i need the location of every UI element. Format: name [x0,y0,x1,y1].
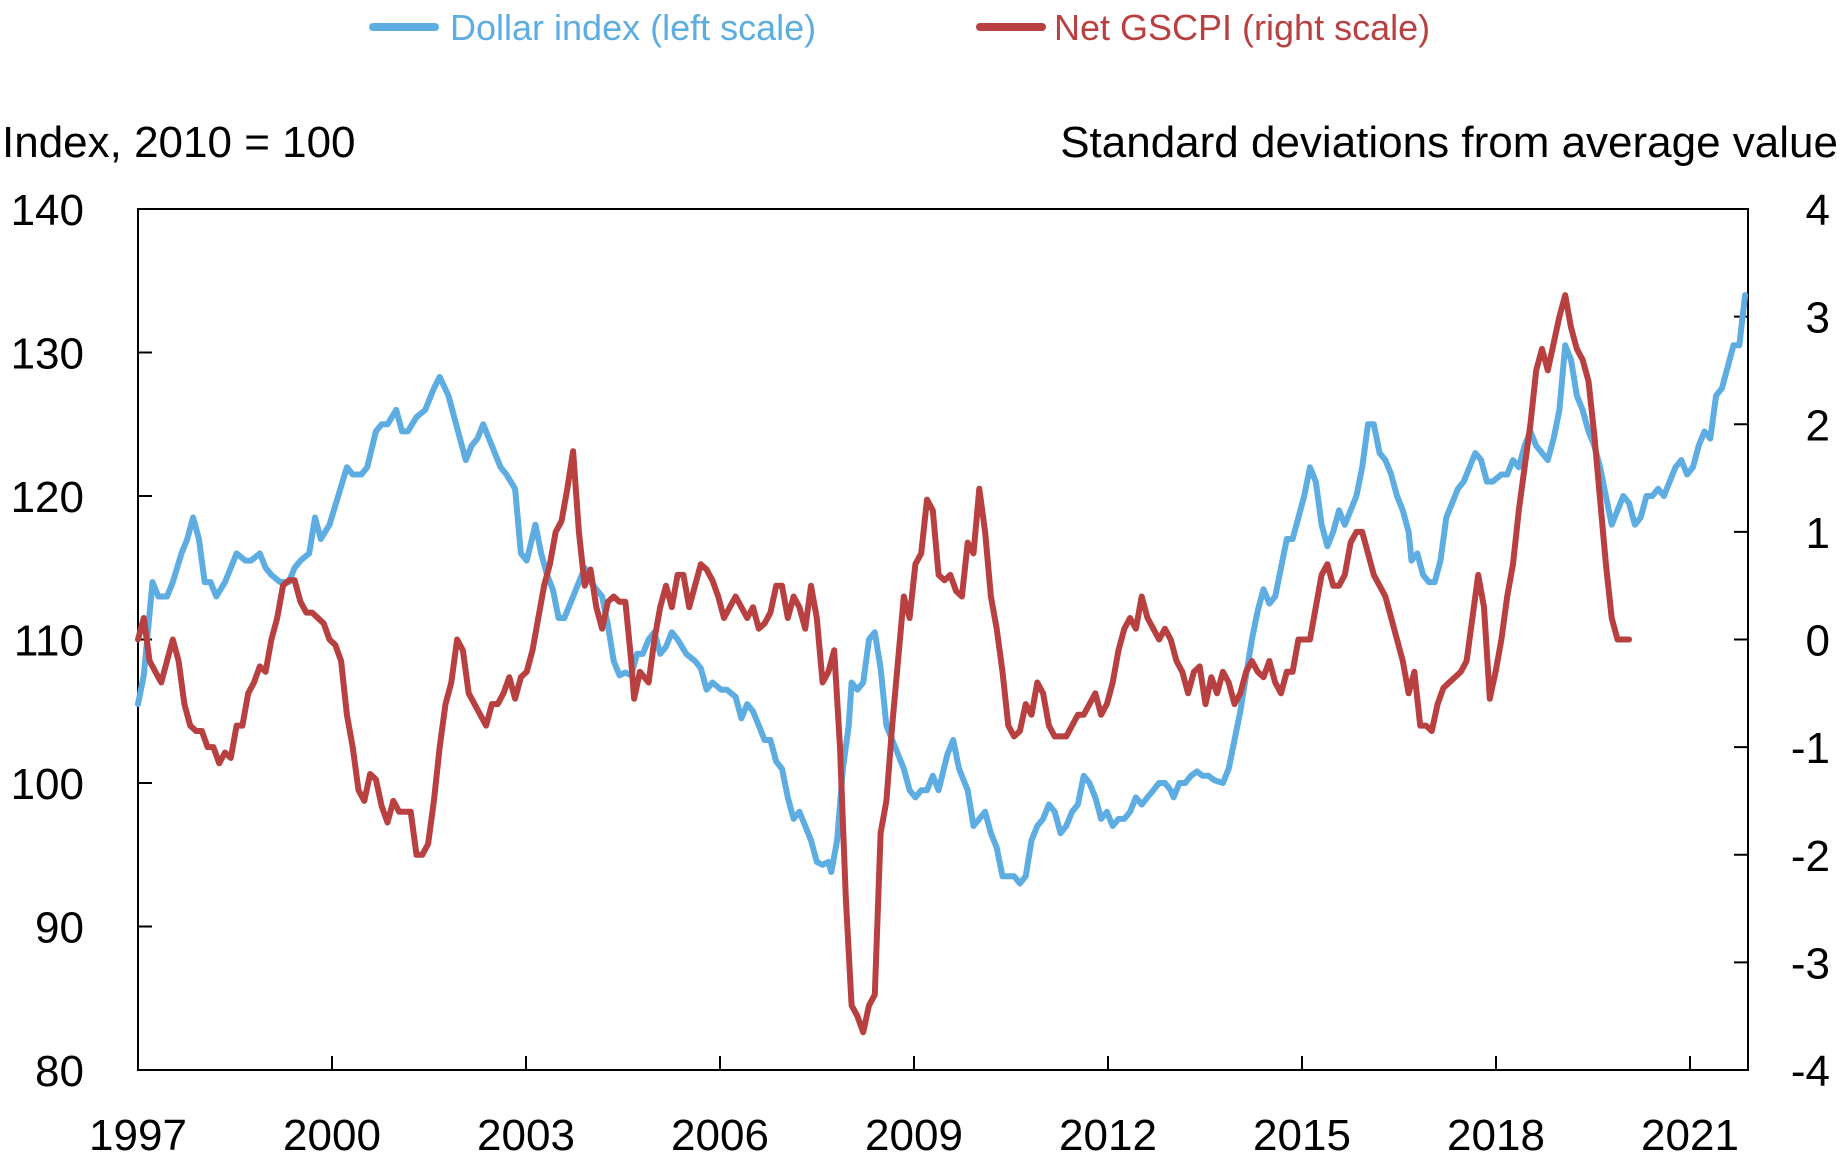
x-tick-label: 2012 [1059,1111,1157,1160]
right-tick-label: -3 [1791,939,1830,988]
x-tick-label: 2015 [1253,1111,1351,1160]
series-layer [135,292,1749,1036]
left-tick-label: 120 [11,473,84,522]
right-tick-label: -4 [1791,1047,1830,1096]
right-tick-label: 0 [1806,617,1830,666]
series-line-net-gscpi [135,292,1633,1036]
left-tick-label: 80 [35,1047,84,1096]
x-tick-label: 2021 [1641,1111,1739,1160]
right-axis-title: Standard deviations from average value [1060,118,1838,167]
x-tick-label: 1997 [89,1111,187,1160]
plot-frame [137,208,1749,1071]
left-tick-label: 140 [11,186,84,235]
right-axis: -4 -3 -2 -1 0 1 2 3 4 [1734,186,1830,1096]
right-tick-label: 3 [1806,294,1830,343]
left-axis: 80 90 100 110 120 130 140 [11,186,152,1096]
left-tick-label: 130 [11,330,84,379]
right-tick-label: 1 [1806,509,1830,558]
right-tick-label: 2 [1806,401,1830,450]
legend: Dollar index (left scale) Net GSCPI (rig… [369,7,1430,48]
left-axis-title: Index, 2010 = 100 [2,118,356,167]
left-tick-label: 100 [11,760,84,809]
left-tick-label: 90 [35,904,84,953]
x-tick-label: 2000 [283,1111,381,1160]
x-axis: 1997 2000 2003 2006 2009 2012 2015 2018 2021 [89,1056,1739,1160]
right-tick-label: -2 [1791,832,1830,881]
x-tick-label: 2003 [477,1111,575,1160]
x-tick-label: 2018 [1447,1111,1545,1160]
left-tick-label: 110 [14,617,84,666]
legend-label-net-gscpi: Net GSCPI (right scale) [1054,7,1430,48]
series-line-dollar-index [135,292,1749,887]
right-tick-label: -1 [1791,724,1830,773]
legend-label-dollar-index: Dollar index (left scale) [450,7,816,48]
x-tick-label: 2006 [671,1111,769,1160]
right-tick-label: 4 [1806,186,1830,235]
x-tick-label: 2009 [865,1111,963,1160]
